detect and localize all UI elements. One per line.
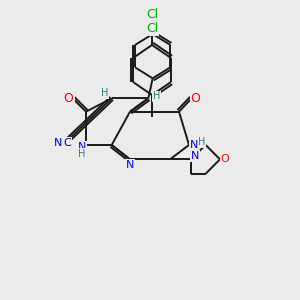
- Text: H: H: [78, 149, 86, 159]
- Text: O: O: [220, 154, 230, 164]
- Text: N: N: [190, 151, 199, 161]
- Text: O: O: [191, 92, 201, 105]
- Text: N: N: [190, 140, 198, 150]
- Text: N: N: [126, 160, 134, 170]
- Text: C: C: [64, 138, 71, 148]
- Text: Cl: Cl: [146, 8, 159, 21]
- Text: O: O: [64, 92, 74, 105]
- Text: H: H: [101, 88, 108, 98]
- Text: H: H: [198, 137, 206, 147]
- Text: H: H: [153, 91, 160, 101]
- Text: N: N: [78, 142, 86, 152]
- Text: N: N: [53, 138, 62, 148]
- Text: Cl: Cl: [146, 22, 158, 34]
